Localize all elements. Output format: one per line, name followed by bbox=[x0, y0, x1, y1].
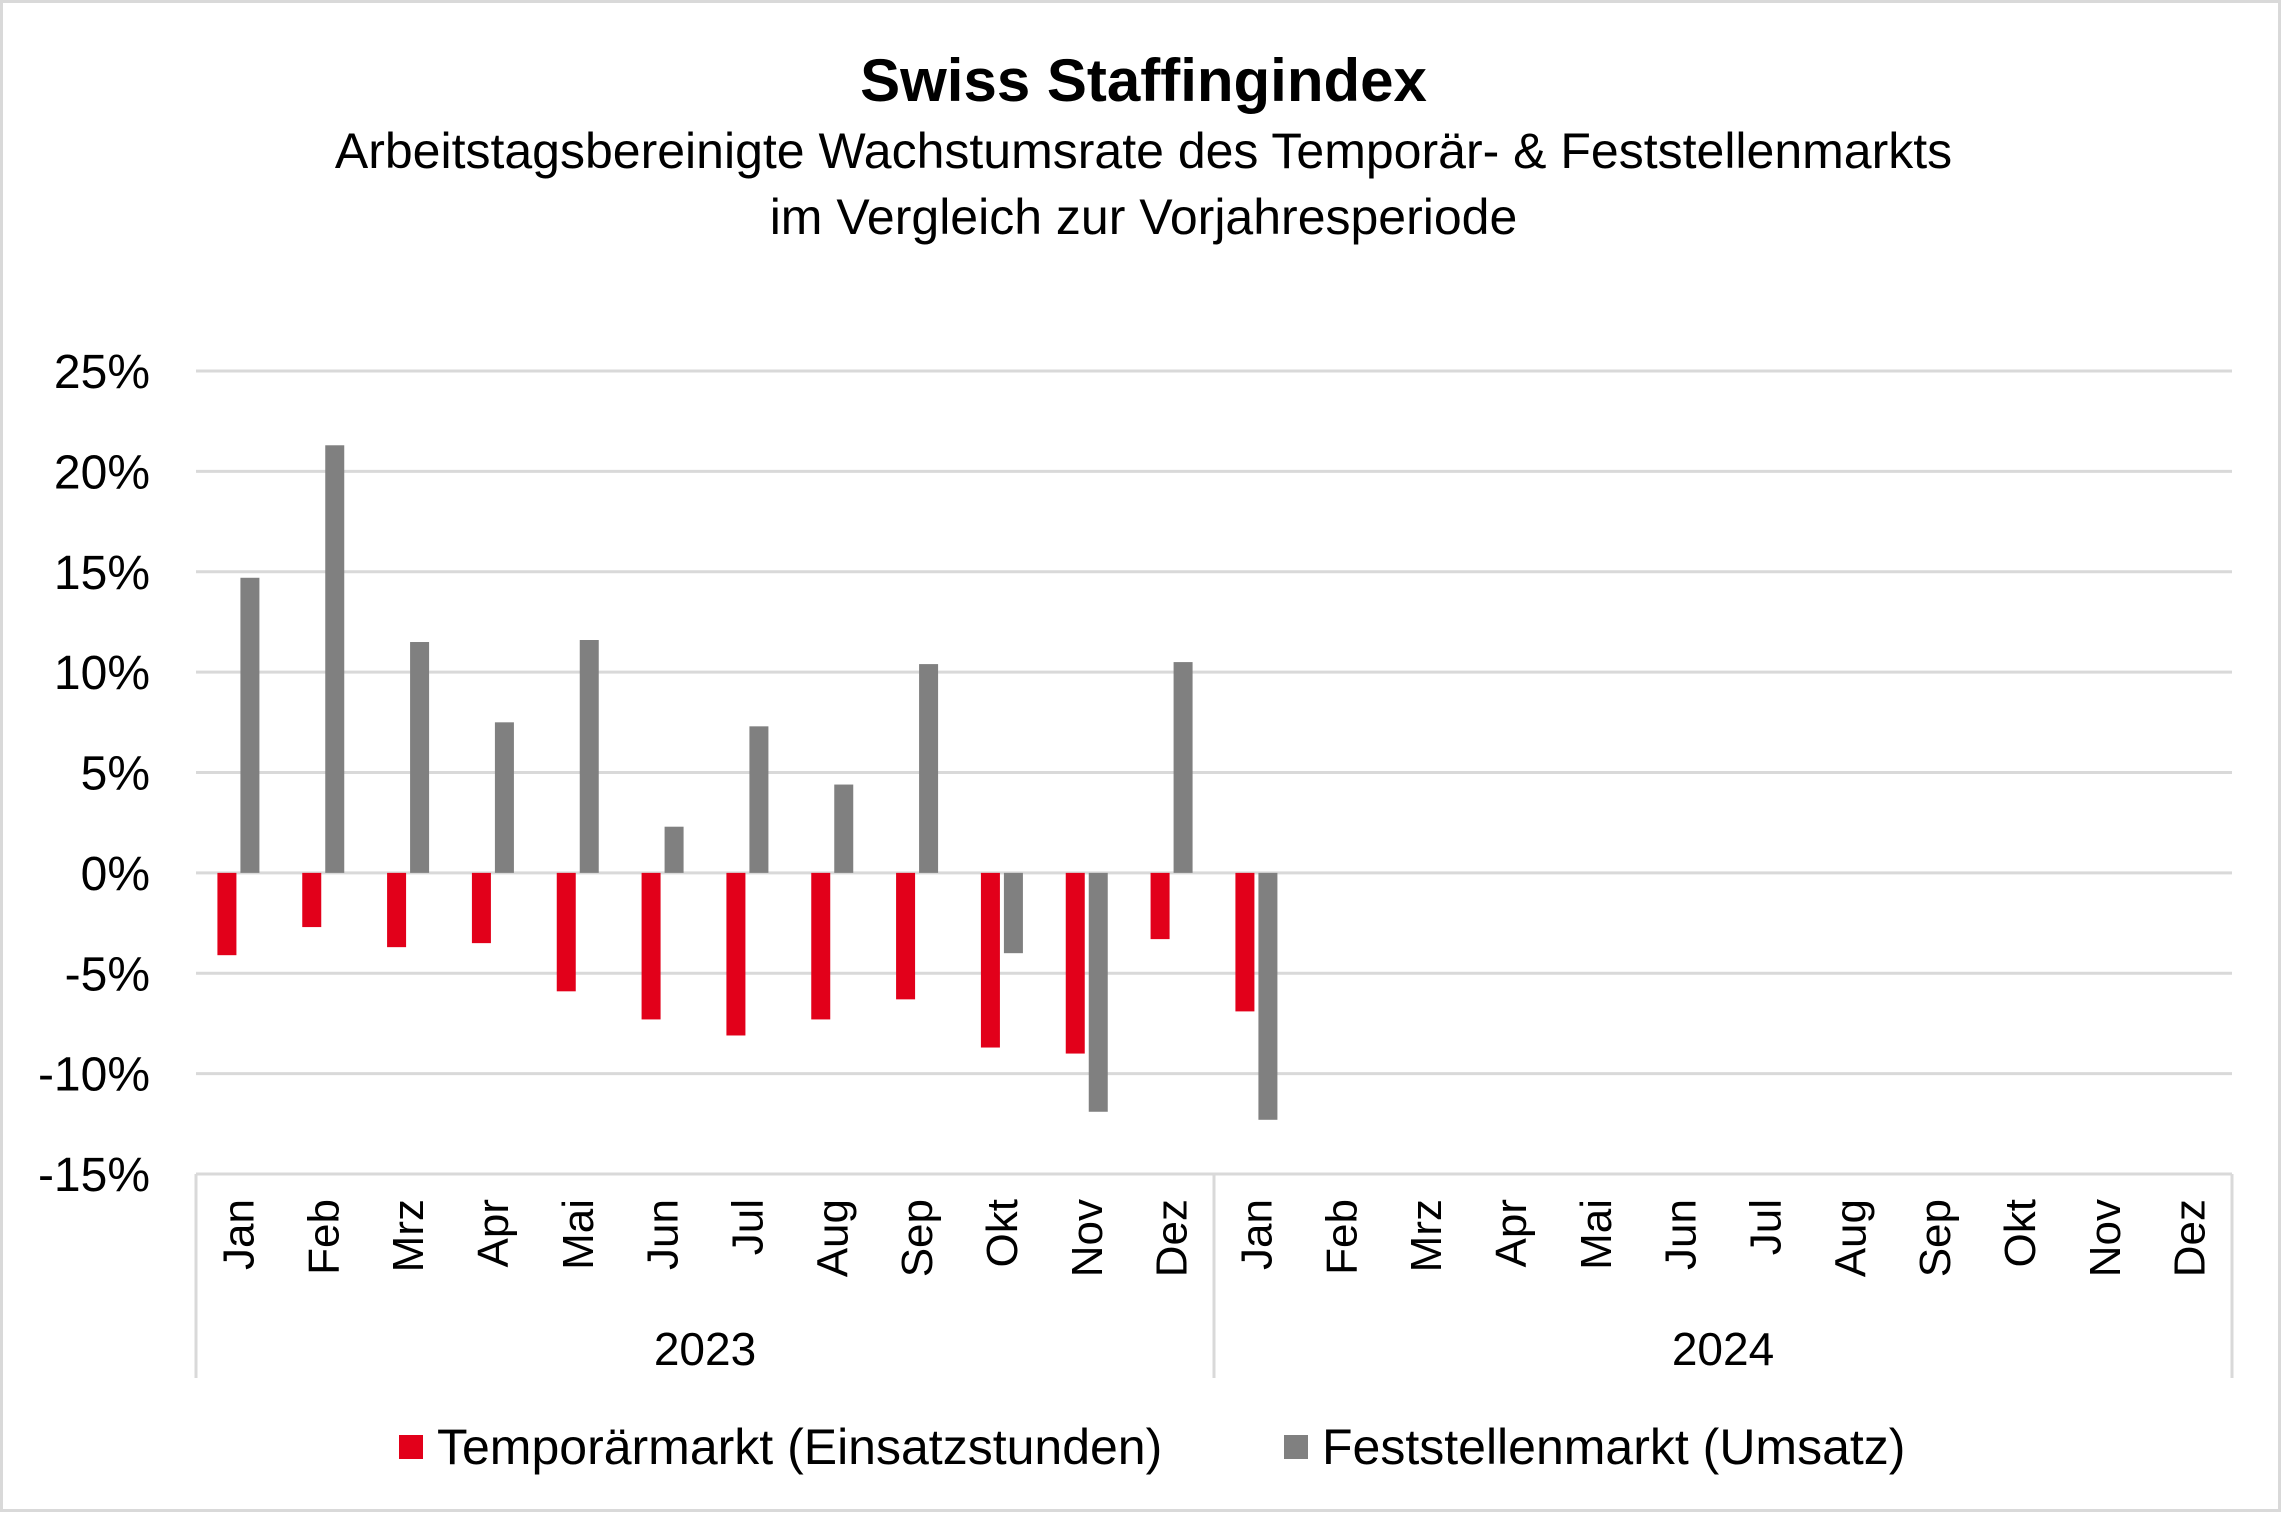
x-tick-label: Jul bbox=[723, 1199, 772, 1255]
bar-temporaermarkt bbox=[217, 872, 237, 956]
bar-feststellenmarkt bbox=[1088, 872, 1108, 1112]
y-tick-label: 25% bbox=[54, 346, 150, 399]
x-tick-label: Apr bbox=[1487, 1199, 1536, 1267]
bar-feststellenmarkt bbox=[494, 722, 514, 873]
x-tick-label: Mrz bbox=[384, 1199, 433, 1272]
x-tick-label: Jan bbox=[214, 1199, 263, 1270]
y-tick-label: 0% bbox=[81, 848, 150, 901]
x-tick-label: Mai bbox=[554, 1199, 603, 1270]
bar-temporaermarkt bbox=[1235, 872, 1255, 1012]
x-tick-label: Okt bbox=[1996, 1199, 2045, 1267]
legend: Temporärmarkt (Einsatzstunden) Feststell… bbox=[3, 1415, 2281, 1479]
legend-swatch-gray bbox=[1284, 1435, 1308, 1459]
legend-item-feststellenmarkt: Feststellenmarkt (Umsatz) bbox=[1284, 1415, 1905, 1479]
bar-temporaermarkt bbox=[302, 872, 322, 928]
x-tick-label: Aug bbox=[808, 1199, 857, 1277]
y-tick-label: -5% bbox=[65, 948, 150, 1001]
y-tick-label: 10% bbox=[54, 647, 150, 700]
bar-temporaermarkt bbox=[556, 872, 576, 992]
x-tick-label: Okt bbox=[978, 1199, 1027, 1267]
bar-temporaermarkt bbox=[896, 872, 916, 1000]
bars bbox=[217, 445, 1278, 1120]
bar-feststellenmarkt bbox=[410, 642, 430, 873]
x-axis: Jan Feb Mrz Apr Mai Jun Jul Aug Sep Okt Nov Dez Jan F… bbox=[194, 1174, 2234, 1378]
bar-feststellenmarkt bbox=[325, 445, 345, 873]
bar-temporaermarkt bbox=[641, 872, 661, 1020]
legend-swatch-red bbox=[399, 1435, 423, 1459]
bar-temporaermarkt bbox=[726, 872, 746, 1036]
bar-temporaermarkt bbox=[387, 872, 407, 948]
x-tick-label: Nov bbox=[2081, 1199, 2130, 1277]
bar-feststellenmarkt bbox=[834, 784, 854, 873]
y-tick-label: 5% bbox=[81, 748, 150, 801]
bar-temporaermarkt bbox=[1065, 872, 1085, 1054]
x-tick-label: Jun bbox=[1657, 1199, 1706, 1270]
chart-subtitle-line-1: Arbeitstagsbereinigte Wachstumsrate des … bbox=[334, 123, 1953, 179]
y-tick-label: 15% bbox=[54, 547, 150, 600]
x-tick-label: Mrz bbox=[1402, 1199, 1451, 1272]
x-tick-label: Aug bbox=[1826, 1199, 1875, 1277]
chart-subtitle-line-2: im Vergleich zur Vorjahresperiode bbox=[769, 189, 1518, 245]
x-group-label: 2024 bbox=[1672, 1323, 1774, 1375]
bar-feststellenmarkt bbox=[1258, 872, 1278, 1120]
bar-temporaermarkt bbox=[1150, 872, 1170, 940]
x-tick-label: Feb bbox=[1317, 1199, 1366, 1275]
legend-label: Temporärmarkt (Einsatzstunden) bbox=[437, 1419, 1163, 1475]
bar-feststellenmarkt bbox=[1173, 662, 1193, 873]
x-tick-label: Sep bbox=[893, 1199, 942, 1277]
y-tick-label: -15% bbox=[38, 1149, 150, 1202]
bar-feststellenmarkt bbox=[579, 640, 599, 873]
y-axis-tick-labels: 25% 20% 15% 10% 5% 0% -5% -10% -15% bbox=[38, 346, 150, 1202]
legend-label: Feststellenmarkt (Umsatz) bbox=[1322, 1419, 1906, 1475]
bar-temporaermarkt bbox=[980, 872, 1000, 1048]
legend-item-temporaermarkt: Temporärmarkt (Einsatzstunden) bbox=[399, 1415, 1162, 1479]
bar-temporaermarkt bbox=[471, 872, 491, 944]
x-tick-label: Mai bbox=[1572, 1199, 1621, 1270]
bar-feststellenmarkt bbox=[919, 664, 939, 873]
x-group-label: 2023 bbox=[654, 1323, 756, 1375]
bar-feststellenmarkt bbox=[240, 577, 260, 873]
x-tick-label: Jan bbox=[1232, 1199, 1281, 1270]
y-tick-label: -10% bbox=[38, 1049, 150, 1102]
bar-feststellenmarkt bbox=[1003, 872, 1023, 954]
x-tick-label: Jun bbox=[639, 1199, 688, 1270]
bar-feststellenmarkt bbox=[749, 726, 769, 873]
bar-chart: 25% 20% 15% 10% 5% 0% -5% -10% -15% Jan Feb Mrz Apr… bbox=[38, 346, 2234, 1378]
bar-feststellenmarkt bbox=[664, 826, 684, 873]
y-tick-label: 20% bbox=[54, 446, 150, 499]
x-tick-label: Nov bbox=[1063, 1199, 1112, 1277]
x-tick-label: Dez bbox=[1148, 1199, 1197, 1277]
x-tick-label: Jul bbox=[1741, 1199, 1790, 1255]
x-tick-label: Dez bbox=[2166, 1199, 2215, 1277]
bar-temporaermarkt bbox=[811, 872, 831, 1020]
chart-title: Swiss Staffingindex bbox=[860, 47, 1427, 114]
x-tick-label: Sep bbox=[1911, 1199, 1960, 1277]
x-tick-label: Feb bbox=[299, 1199, 348, 1275]
x-tick-label: Apr bbox=[469, 1199, 518, 1267]
